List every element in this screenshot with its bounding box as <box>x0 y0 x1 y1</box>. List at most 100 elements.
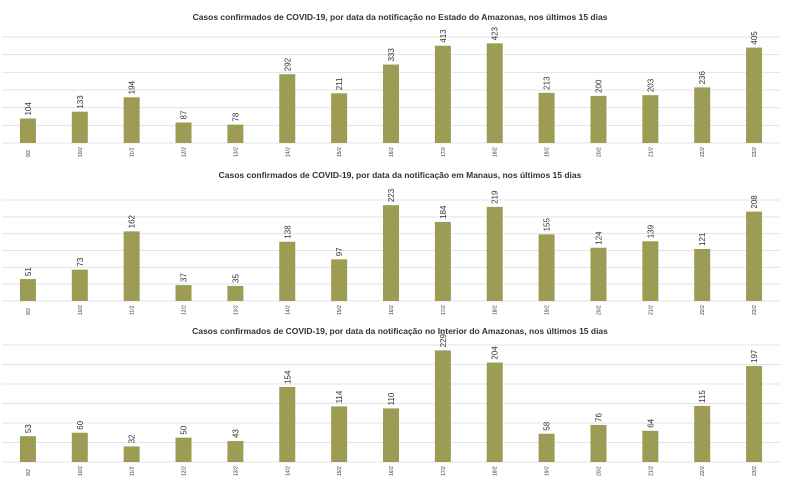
data-label: 236 <box>698 71 707 85</box>
data-label: 139 <box>646 224 655 238</box>
data-label: 53 <box>24 424 33 433</box>
data-label: 58 <box>543 421 552 430</box>
bar-12-2 <box>175 122 192 143</box>
bar-14-2 <box>279 74 296 143</box>
x-tick-label: 19/2 <box>545 147 551 157</box>
bar-22-2 <box>694 87 711 143</box>
data-label: 87 <box>180 110 189 119</box>
x-tick-label: 23/2 <box>752 305 758 315</box>
data-label: 43 <box>231 429 240 438</box>
x-tick-label: 11/2 <box>130 305 136 315</box>
data-label: 133 <box>76 95 85 109</box>
x-tick-label: 13/2 <box>233 147 239 157</box>
x-tick-label: 21/2 <box>648 466 654 476</box>
x-tick-label: 20/2 <box>596 466 602 476</box>
data-label: 204 <box>491 346 500 360</box>
data-label: 333 <box>387 48 396 62</box>
x-tick-label: 13/2 <box>233 466 239 476</box>
x-tick-label: 15/2 <box>337 305 343 315</box>
bar-9-2 <box>19 118 36 143</box>
bar-17-2 <box>434 221 451 301</box>
data-label: 423 <box>491 26 500 40</box>
data-label: 51 <box>24 267 33 276</box>
data-label: 200 <box>594 79 603 93</box>
x-tick-label: 22/2 <box>700 466 706 476</box>
x-tick-label: 16/2 <box>389 147 395 157</box>
data-label: 219 <box>491 190 500 204</box>
data-label: 121 <box>698 232 707 246</box>
chart-title: Casos confirmados de COVID-19, por data … <box>193 12 608 22</box>
x-tick-label: 11/2 <box>130 147 136 157</box>
chart-title: Casos confirmados de COVID-19, por data … <box>219 170 582 180</box>
x-tick-label: 19/2 <box>545 466 551 476</box>
data-label: 223 <box>387 188 396 202</box>
x-tick-label: 10/2 <box>78 305 84 315</box>
bar-20-2 <box>590 424 607 462</box>
bar-13-2 <box>227 124 244 143</box>
x-tick-label: 15/2 <box>337 466 343 476</box>
bar-19-2 <box>538 433 555 462</box>
bar-13-2 <box>227 285 244 301</box>
x-tick-label: 18/2 <box>493 305 499 315</box>
data-label: 194 <box>128 80 137 94</box>
x-tick-label: 14/2 <box>285 147 291 157</box>
chart-panel-2: Casos confirmados de COVID-19, por data … <box>2 170 780 315</box>
data-label: 35 <box>231 274 240 283</box>
x-tick-label: 18/2 <box>493 147 499 157</box>
data-label: 64 <box>646 418 655 427</box>
bar-23-2 <box>746 365 763 462</box>
x-tick-label: 22/2 <box>700 305 706 315</box>
data-label: 110 <box>387 392 396 405</box>
x-tick-label: 17/2 <box>441 466 447 476</box>
bar-20-2 <box>590 95 607 143</box>
x-tick-label: 21/2 <box>648 305 654 315</box>
bar-20-2 <box>590 247 607 301</box>
bar-17-2 <box>434 350 451 462</box>
data-label: 115 <box>698 390 707 403</box>
x-tick-label: 17/2 <box>441 147 447 157</box>
x-tick-label: 15/2 <box>337 147 343 157</box>
data-label: 197 <box>750 349 759 363</box>
data-label: 60 <box>76 420 85 429</box>
bar-22-2 <box>694 248 711 301</box>
bar-16-2 <box>383 64 399 143</box>
bar-16-2 <box>383 408 399 462</box>
data-label: 32 <box>128 434 137 443</box>
x-tick-label: 9/2 <box>26 308 32 315</box>
bar-22-2 <box>694 405 711 462</box>
bar-15-2 <box>331 259 348 301</box>
bar-10-2 <box>71 111 88 143</box>
x-tick-label: 10/2 <box>78 466 84 476</box>
x-tick-label: 12/2 <box>182 147 188 157</box>
data-label: 162 <box>128 214 137 228</box>
bar-12-2 <box>175 437 192 462</box>
x-tick-label: 14/2 <box>285 466 291 476</box>
bar-19-2 <box>538 234 555 301</box>
x-tick-label: 10/2 <box>78 147 84 157</box>
x-tick-label: 20/2 <box>596 305 602 315</box>
bar-9-2 <box>19 436 36 462</box>
data-label: 78 <box>231 112 240 121</box>
x-tick-label: 12/2 <box>182 466 188 476</box>
data-label: 97 <box>335 247 344 256</box>
data-label: 292 <box>283 57 292 71</box>
bar-18-2 <box>486 206 503 301</box>
data-label: 37 <box>180 273 189 282</box>
data-label: 213 <box>543 76 552 90</box>
x-tick-label: 16/2 <box>389 305 395 315</box>
bar-18-2 <box>486 362 503 462</box>
bar-21-2 <box>642 241 659 301</box>
bar-16-2 <box>383 205 399 301</box>
data-label: 208 <box>750 195 759 209</box>
x-tick-label: 9/2 <box>26 469 32 476</box>
bar-9-2 <box>19 279 36 301</box>
x-tick-label: 21/2 <box>648 147 654 157</box>
chart-panel-1: Casos confirmados de COVID-19, por data … <box>2 12 780 157</box>
bar-14-2 <box>279 241 296 301</box>
data-label: 184 <box>439 205 448 219</box>
data-label: 154 <box>283 370 292 384</box>
x-tick-label: 14/2 <box>285 305 291 315</box>
data-label: 124 <box>594 231 603 245</box>
bar-10-2 <box>71 432 88 462</box>
bar-21-2 <box>642 430 659 462</box>
